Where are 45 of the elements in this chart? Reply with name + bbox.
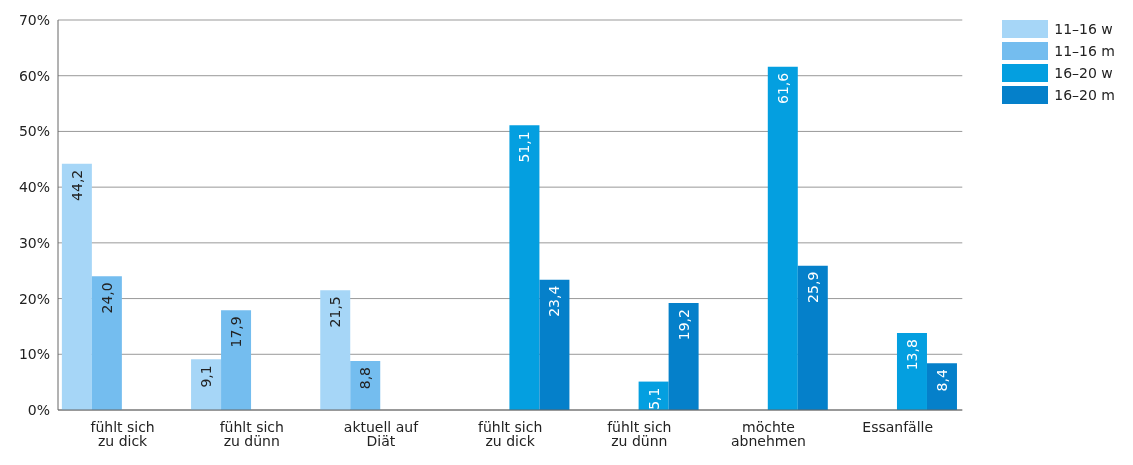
y-tick-label: 30%: [18, 234, 50, 251]
data-label: 9,1: [198, 365, 215, 388]
data-label: 25,9: [804, 271, 821, 303]
x-tick-label: fühlt sich zu dünn: [607, 418, 672, 449]
bar: [797, 265, 828, 410]
y-tick-label: 70%: [18, 11, 50, 28]
bar: [91, 276, 122, 410]
bar: [668, 303, 699, 410]
data-label: 51,1: [516, 131, 533, 163]
bar: [509, 125, 540, 410]
y-tick-label: 10%: [18, 346, 50, 363]
data-label: 19,2: [675, 309, 692, 341]
y-tick-label: 50%: [18, 123, 50, 140]
bar: [767, 66, 798, 410]
data-label: 21,5: [327, 296, 344, 328]
x-tick-label: fühlt sich zu dick: [90, 418, 155, 449]
legend-label: 16–20 m: [1054, 87, 1115, 103]
bar: [320, 290, 351, 410]
bar: [191, 359, 222, 410]
legend-label: 11–16 m: [1054, 43, 1115, 59]
bar: [896, 333, 927, 410]
data-label: 8,8: [357, 366, 374, 390]
bar: [539, 279, 570, 410]
bar: [221, 310, 252, 410]
bar: [61, 163, 92, 410]
data-label: 8,4: [933, 369, 950, 392]
data-label: 61,6: [774, 72, 791, 104]
x-tick-label: möchte abnehmen: [731, 418, 806, 449]
data-label: 23,4: [546, 285, 563, 317]
y-tick-label: 0%: [27, 401, 50, 418]
y-tick-label: 20%: [18, 290, 50, 307]
data-label: 13,8: [903, 339, 920, 371]
y-tick-label: 60%: [18, 67, 50, 84]
data-label: 44,2: [68, 169, 85, 201]
data-label: 24,0: [98, 282, 115, 314]
x-tick-label: fühlt sich zu dünn: [219, 418, 284, 449]
x-tick-label: fühlt sich zu dick: [478, 418, 543, 449]
data-label: 17,9: [228, 316, 245, 348]
legend-label: 16–20 w: [1054, 65, 1113, 81]
x-tick-label: Essanfälle: [862, 418, 934, 435]
y-tick-label: 40%: [18, 179, 50, 196]
x-tick-label: aktuell auf Diät: [343, 418, 420, 449]
data-label: 5,1: [645, 387, 662, 410]
bar: [926, 363, 957, 410]
legend-label: 11–16 w: [1054, 21, 1113, 37]
